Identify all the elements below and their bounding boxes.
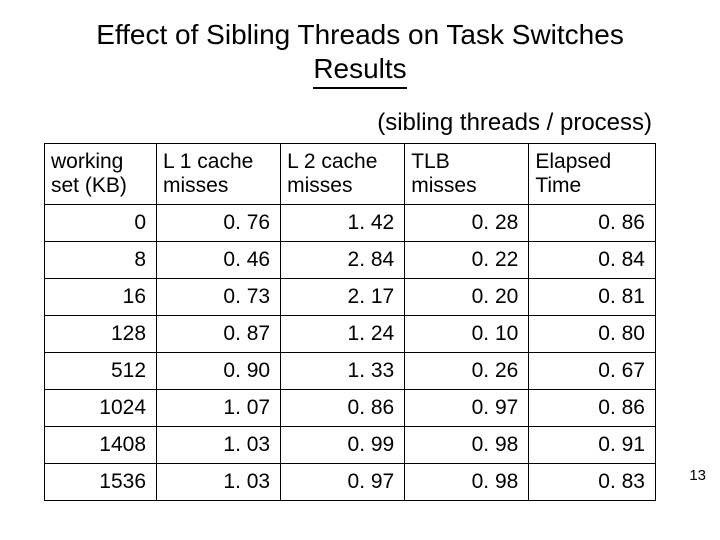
- cell: 1536: [45, 464, 157, 501]
- table-body: 0 0. 76 1. 42 0. 28 0. 86 8 0. 46 2. 84 …: [45, 205, 656, 501]
- results-table: working set (KB) L 1 cache misses L 2 ca…: [44, 143, 656, 501]
- cell: 0. 97: [405, 390, 529, 427]
- cell: 1. 42: [281, 205, 405, 242]
- cell: 0. 10: [405, 316, 529, 353]
- cell: 0. 81: [529, 279, 656, 316]
- slide-title: Effect of Sibling Threads on Task Switch…: [0, 0, 720, 89]
- cell: 0. 86: [529, 205, 656, 242]
- cell: 1. 03: [157, 427, 281, 464]
- cell: 0. 73: [157, 279, 281, 316]
- cell: 0. 97: [281, 464, 405, 501]
- slide: Effect of Sibling Threads on Task Switch…: [0, 0, 720, 540]
- cell: 0. 99: [281, 427, 405, 464]
- cell: 2. 17: [281, 279, 405, 316]
- cell: 0. 20: [405, 279, 529, 316]
- table-row: 512 0. 90 1. 33 0. 26 0. 67: [45, 353, 656, 390]
- cell: 0. 83: [529, 464, 656, 501]
- table-row: 1408 1. 03 0. 99 0. 98 0. 91: [45, 427, 656, 464]
- cell: 0. 91: [529, 427, 656, 464]
- table-header-row: working set (KB) L 1 cache misses L 2 ca…: [45, 144, 656, 205]
- cell: 0. 80: [529, 316, 656, 353]
- cell: 0. 67: [529, 353, 656, 390]
- title-line-1: Effect of Sibling Threads on Task Switch…: [96, 19, 624, 50]
- cell: 0. 22: [405, 242, 529, 279]
- title-line-2: Results: [313, 52, 406, 90]
- cell: 1. 03: [157, 464, 281, 501]
- cell: 0. 86: [281, 390, 405, 427]
- cell: 0. 98: [405, 464, 529, 501]
- col-header-tlb-misses: TLB misses: [405, 144, 529, 205]
- cell: 0. 84: [529, 242, 656, 279]
- table-row: 0 0. 76 1. 42 0. 28 0. 86: [45, 205, 656, 242]
- table-row: 1536 1. 03 0. 97 0. 98 0. 83: [45, 464, 656, 501]
- table-row: 1024 1. 07 0. 86 0. 97 0. 86: [45, 390, 656, 427]
- page-number: 13: [689, 467, 706, 484]
- cell: 0. 87: [157, 316, 281, 353]
- table-row: 128 0. 87 1. 24 0. 10 0. 80: [45, 316, 656, 353]
- cell: 128: [45, 316, 157, 353]
- col-header-elapsed: Elapsed Time: [529, 144, 656, 205]
- cell: 8: [45, 242, 157, 279]
- col-header-l1-misses: L 1 cache misses: [157, 144, 281, 205]
- cell: 16: [45, 279, 157, 316]
- cell: 0. 26: [405, 353, 529, 390]
- cell: 1024: [45, 390, 157, 427]
- cell: 0. 98: [405, 427, 529, 464]
- cell: 1. 07: [157, 390, 281, 427]
- cell: 0. 76: [157, 205, 281, 242]
- cell: 1408: [45, 427, 157, 464]
- col-header-working-set: working set (KB): [45, 144, 157, 205]
- cell: 512: [45, 353, 157, 390]
- cell: 0. 86: [529, 390, 656, 427]
- cell: 0. 46: [157, 242, 281, 279]
- cell: 1. 33: [281, 353, 405, 390]
- cell: 1. 24: [281, 316, 405, 353]
- cell: 0. 90: [157, 353, 281, 390]
- col-header-l2-misses: L 2 cache misses: [281, 144, 405, 205]
- subtitle: (sibling threads / process): [0, 109, 720, 137]
- cell: 0: [45, 205, 157, 242]
- table-row: 8 0. 46 2. 84 0. 22 0. 84: [45, 242, 656, 279]
- cell: 2. 84: [281, 242, 405, 279]
- table-row: 16 0. 73 2. 17 0. 20 0. 81: [45, 279, 656, 316]
- cell: 0. 28: [405, 205, 529, 242]
